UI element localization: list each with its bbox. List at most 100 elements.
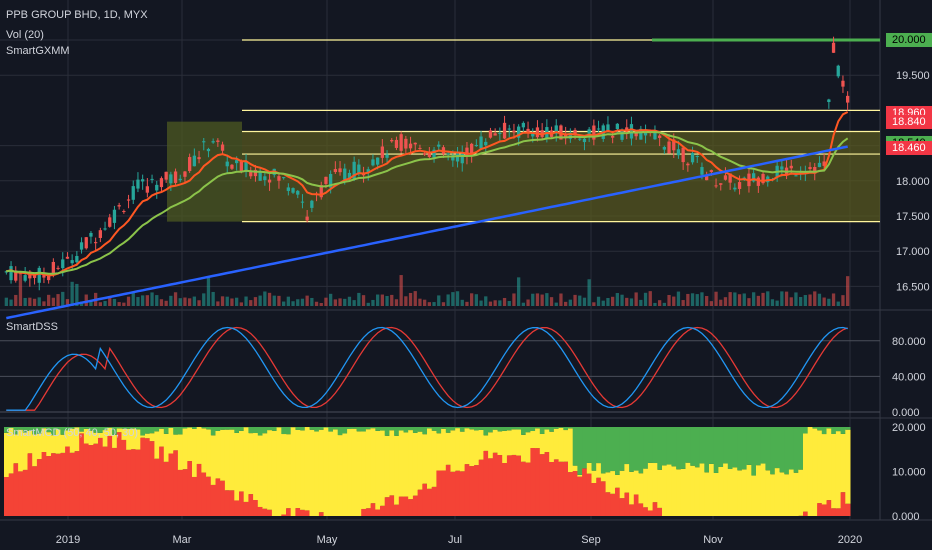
mcd-green-bar [258,427,263,436]
price-candle [667,142,670,154]
mcd-green-bar [704,427,709,472]
mcd-yellow-bar [399,430,404,496]
mcd-green-bar [836,427,841,431]
mcd-yellow-bar [361,431,366,508]
mcd-green-bar [248,427,253,433]
price-candle [484,142,487,145]
price-candle [338,168,341,172]
volume-bar [461,300,464,306]
price-candle [790,166,793,168]
mcd-red-bar [554,459,559,516]
price-candle [489,130,492,137]
mcd-red-bar [399,497,404,516]
volume-bar [395,299,398,306]
mcd-yellow-bar [389,430,394,495]
volume-bar [484,296,487,306]
mcd-green-bar [220,427,225,430]
mcd-red-bar [502,463,507,516]
mcd-green-bar [352,427,357,429]
mcd-red-bar [521,462,526,516]
mcd-yellow-bar [258,436,263,507]
mcd-red-bar [319,512,324,516]
mcd-green-bar [794,427,799,473]
volume-bar [56,294,59,306]
mcd-green-bar [319,427,324,430]
price-candle [475,145,478,146]
volume-bar [724,297,727,306]
mcd-red-bar [192,477,197,516]
mcd-green-bar [831,427,836,434]
mcd-yellow-bar [742,469,747,516]
mcd-yellow-bar [460,432,465,472]
volume-bar [644,293,647,306]
mcd-yellow-bar [465,428,470,464]
mcd-red-bar [183,469,188,516]
price-candle [150,179,153,180]
mcd-yellow-bar [305,427,310,510]
mcd-green-bar [624,427,629,464]
mcd-red-bar [281,515,286,516]
mcd-yellow-bar [695,467,700,516]
mcd-yellow-bar [639,473,644,503]
mcd-red-bar [244,502,249,516]
mcd-green-bar [394,427,399,436]
mcd-yellow-bar [366,429,371,508]
volume-bar [597,297,600,306]
volume-bar [409,293,412,306]
volume-bar [353,300,356,306]
mcd-green-bar [714,427,719,473]
mcd-red-bar [577,477,582,516]
mcd-green-bar [169,427,174,428]
mcd-green-bar [465,427,470,428]
mcd-red-bar [112,448,117,516]
mcd-green-bar [718,427,723,467]
price-candle [578,139,581,140]
mcd-red-bar [60,453,65,516]
dss-tick-label: 80.000 [892,336,926,348]
dss-tick-label: 40.000 [892,371,926,383]
mcd-yellow-bar [394,436,399,505]
mcd-red-bar [648,510,653,516]
mcd-red-bar [93,444,98,516]
price-candle [259,172,262,181]
price-candle [230,165,233,169]
volume-bar [418,299,421,306]
mcd-green-bar [516,427,521,430]
mcd-yellow-bar [253,433,258,500]
volume-bar [108,297,111,306]
mcd-green-bar [620,427,625,471]
mcd-yellow-bar [328,432,333,516]
mcd-yellow-bar [606,472,611,492]
price-candle [287,187,290,191]
volume-bar [682,300,685,306]
volume-bar [122,303,125,306]
mcd-green-bar [216,427,221,431]
mcd-green-bar [451,427,456,430]
mcd-red-bar [563,462,568,516]
mcd-yellow-bar [718,467,723,516]
mcd-green-bar [577,427,582,475]
volume-bar [738,294,741,306]
mcd-yellow-bar [714,473,719,516]
mcd-yellow-bar [436,433,441,470]
mcd-red-bar [361,509,366,516]
mcd-red-bar [601,481,606,516]
mcd-yellow-bar [822,434,827,504]
indicator-legend: SmartGXMM [6,44,70,58]
mcd-yellow-bar [516,430,521,456]
volume-bar [310,298,313,306]
mcd-green-bar [418,427,423,432]
mcd-red-bar [216,478,221,516]
mcd-green-bar [469,427,474,429]
price-candle [146,186,149,192]
mcd-yellow-bar [592,471,597,483]
mcd-yellow-bar [286,434,291,508]
price-candle [75,256,78,262]
mcd-yellow-bar [493,430,498,453]
mcd-yellow-bar [728,469,733,516]
mcd-yellow-bar [206,429,211,476]
volume-bar [451,292,454,306]
price-candle [235,160,238,163]
volume-bar [188,298,191,306]
